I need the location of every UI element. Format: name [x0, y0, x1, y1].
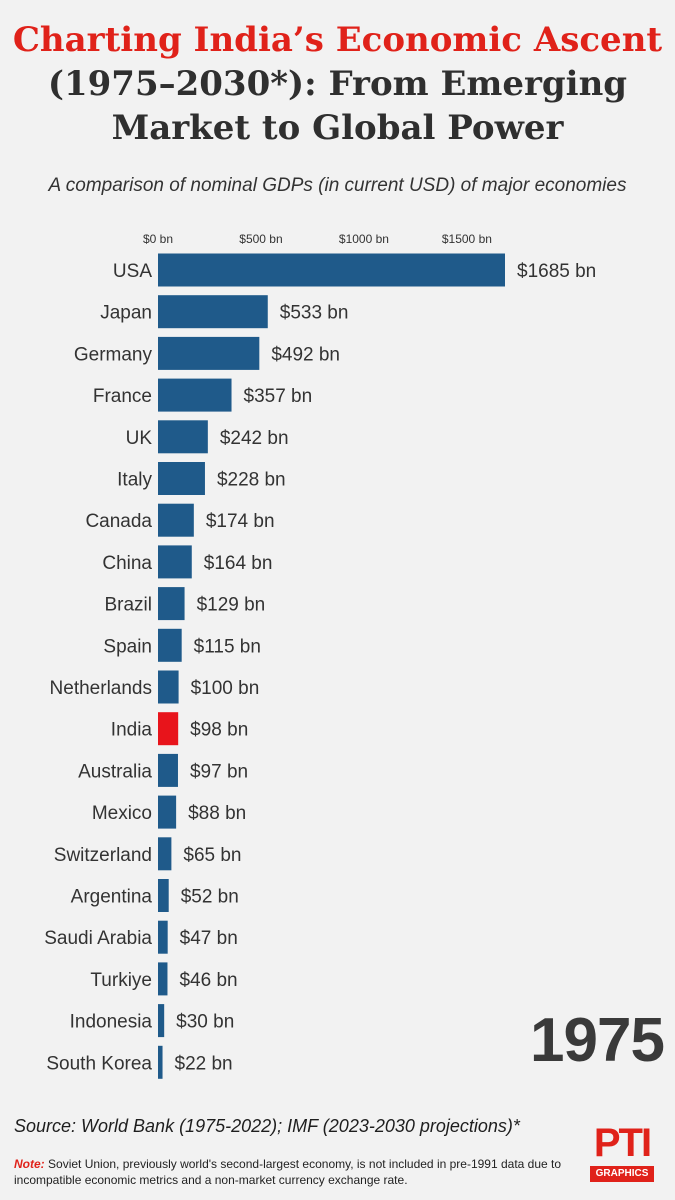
category-label: Indonesia [70, 1012, 153, 1033]
note-label: Note: [14, 1157, 45, 1171]
logo-sub: GRAPHICS [590, 1166, 654, 1182]
bar [158, 837, 172, 871]
title-line-1: Charting India’s Economic Ascent [12, 20, 663, 60]
bar [158, 253, 505, 287]
bar [158, 295, 268, 329]
category-label: Japan [100, 303, 152, 324]
bar [158, 336, 260, 370]
bar-highlight [158, 712, 179, 746]
category-label: Argentina [71, 887, 153, 908]
value-label: $174 bn [206, 511, 275, 532]
value-label: $357 bn [244, 386, 313, 407]
bar [158, 670, 179, 704]
bar [158, 1045, 163, 1079]
category-label: South Korea [46, 1053, 152, 1074]
value-label: $52 bn [181, 887, 239, 908]
value-label: $88 bn [188, 803, 246, 824]
bar [158, 628, 182, 662]
category-label: Mexico [92, 803, 152, 824]
category-label: Australia [78, 761, 152, 782]
x-tick-label: $1000 bn [339, 232, 389, 246]
category-label: Netherlands [50, 678, 152, 699]
bar [158, 962, 168, 996]
value-label: $1685 bn [517, 261, 596, 282]
x-tick-label: $500 bn [239, 232, 282, 246]
logo-mark: PTI [593, 1121, 652, 1165]
x-tick-label: $0 bn [143, 232, 173, 246]
source-text: Source: World Bank (1975-2022); IMF (202… [14, 1116, 520, 1136]
chart-subtitle: A comparison of nominal GDPs (in current… [48, 175, 627, 196]
category-label: Canada [85, 511, 152, 532]
bar [158, 378, 232, 412]
category-label: Spain [103, 636, 152, 657]
value-label: $129 bn [197, 595, 266, 616]
value-label: $22 bn [175, 1053, 233, 1074]
value-label: $533 bn [280, 303, 349, 324]
value-label: $30 bn [176, 1012, 234, 1033]
note-text: Soviet Union, previously world's second-… [14, 1157, 562, 1187]
bar [158, 503, 194, 537]
value-label: $65 bn [183, 845, 241, 866]
bar [158, 795, 177, 829]
pti-graphics-logo: PTI GRAPHICS [582, 1120, 662, 1186]
category-label: France [93, 386, 152, 407]
category-label: China [102, 553, 152, 574]
value-label: $98 bn [190, 720, 248, 741]
bar [158, 879, 169, 912]
value-label: $492 bn [271, 344, 340, 365]
category-label: USA [113, 261, 152, 282]
category-label: Italy [117, 470, 152, 491]
value-label: $242 bn [220, 428, 289, 449]
footnote: Note: Soviet Union, previously world's s… [14, 1156, 574, 1188]
value-label: $228 bn [217, 470, 286, 491]
bar [158, 753, 178, 787]
value-label: $100 bn [191, 678, 260, 699]
year-label: 1975 [530, 1006, 665, 1075]
category-label: UK [126, 428, 153, 449]
category-label: Saudi Arabia [44, 928, 152, 949]
category-label: Turkiye [90, 970, 152, 991]
value-label: $47 bn [180, 928, 238, 949]
title-line-2: (1975–2030*): From Emerging [47, 64, 628, 104]
bar [158, 545, 192, 579]
bar [158, 1004, 165, 1038]
value-label: $97 bn [190, 761, 248, 782]
category-label: India [111, 720, 153, 741]
bar-chart: $0 bn $500 bn $1000 bn $1500 bn USA $1685 bn J… [44, 232, 596, 1079]
bar [158, 420, 208, 454]
bar [158, 587, 185, 621]
title-line-3: Market to Global Power [111, 108, 564, 148]
category-label: Switzerland [54, 845, 152, 866]
category-label: Germany [74, 344, 153, 365]
value-label: $164 bn [204, 553, 273, 574]
bar [158, 920, 168, 954]
category-label: Brazil [104, 595, 152, 616]
x-tick-label: $1500 bn [442, 232, 492, 246]
chart-title: Charting India’s Economic Ascent (1975–2… [0, 18, 675, 150]
value-label: $46 bn [179, 970, 237, 991]
bar [158, 462, 205, 495]
value-label: $115 bn [194, 636, 261, 657]
